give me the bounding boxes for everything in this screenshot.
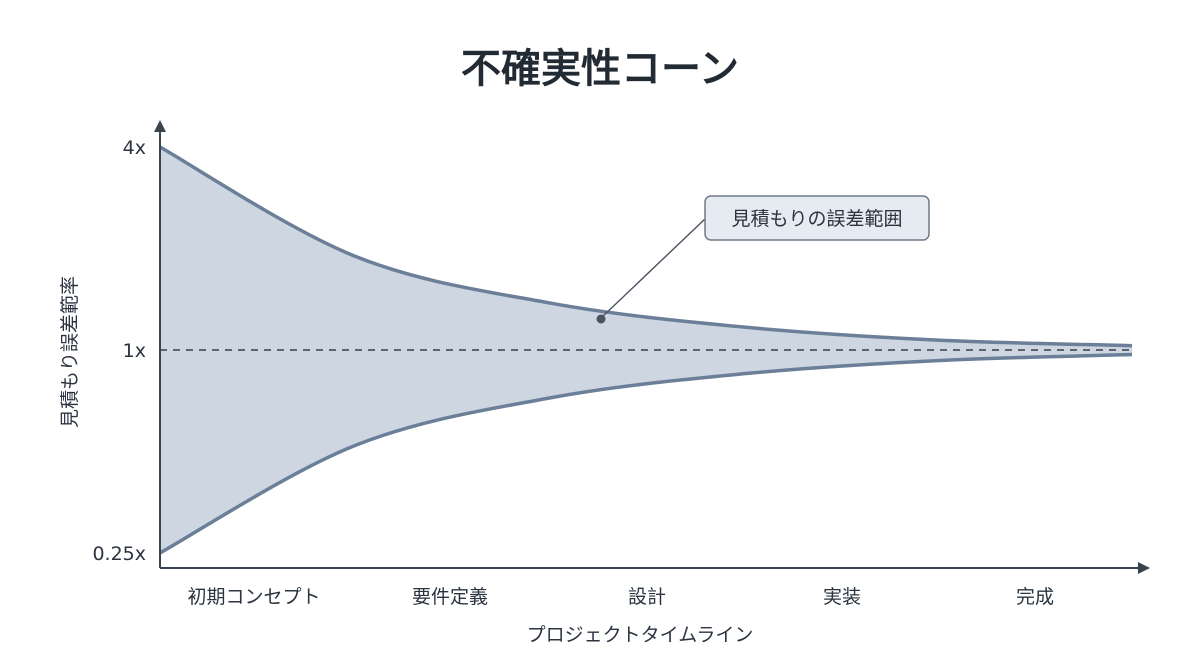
callout-anchor-dot	[596, 314, 606, 324]
callout-box	[704, 195, 930, 241]
y-tick-label: 4x	[123, 137, 146, 159]
x-tick-labels: 初期コンセプト 要件定義 設計 実装 完成	[187, 586, 1054, 608]
y-tick-label: 0.25x	[92, 543, 146, 565]
x-axis-arrow	[1138, 562, 1150, 574]
x-tick-label: 初期コンセプト	[187, 586, 320, 608]
x-tick-label: 完成	[1016, 586, 1054, 608]
upper-bound-line	[159, 145, 1133, 348]
y-tick-label: 1x	[123, 340, 146, 362]
y-axis-arrow	[154, 120, 166, 132]
x-axis-label: プロジェクトタイムライン	[527, 624, 754, 646]
y-axis-label: 見積もり誤差範率	[59, 276, 81, 428]
callout-text: 見積もりの誤差範囲	[731, 208, 902, 230]
lower-bound-line	[159, 352, 1133, 555]
x-tick-label: 実装	[823, 586, 861, 608]
x-tick-label: 要件定義	[412, 586, 488, 608]
x-tick-label: 設計	[628, 586, 666, 608]
chart-title: 不確実性コーン	[461, 46, 739, 92]
y-tick-labels: 4x 1x 0.25x	[92, 137, 146, 565]
callout-leader-line	[600, 217, 707, 319]
annotation-callout: 見積もりの誤差範囲	[596, 195, 930, 324]
